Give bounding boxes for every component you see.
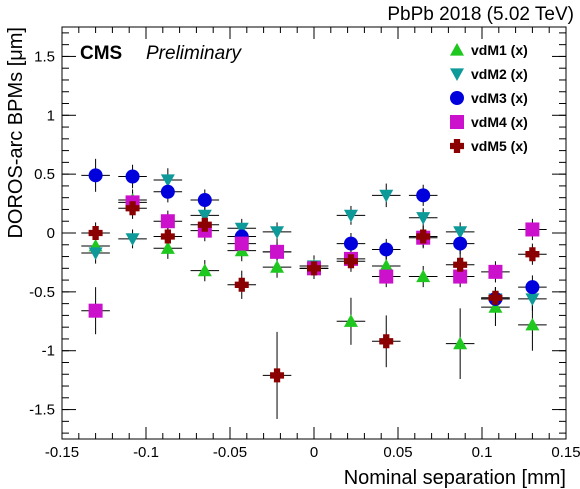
data-point: [525, 280, 540, 295]
data-point: [453, 336, 468, 350]
legend: vdM1 (x) vdM2 (x) vdM3 (x) vdM4 (x) vdM5 (x): [450, 42, 528, 154]
data-point: [234, 222, 249, 236]
data-point: [270, 368, 285, 383]
x-tick-label: 0.05: [383, 444, 412, 461]
data-point: [525, 247, 540, 262]
data-point: [234, 277, 249, 292]
data-point: [416, 229, 431, 244]
x-tick-label: -0.05: [213, 444, 247, 461]
data-point: [88, 168, 103, 183]
data-point: [488, 264, 503, 279]
x-axis: -0.15 -0.1 -0.05 0 0.05 0.1 0.15: [45, 27, 580, 461]
data-point: [160, 229, 175, 244]
collaboration-label: CMS: [80, 43, 122, 64]
y-tick-label: 1: [47, 107, 55, 124]
data-point: [343, 209, 358, 223]
x-tick-label: -0.15: [45, 444, 79, 461]
data-point: [343, 254, 358, 269]
data-point: [197, 193, 212, 208]
data-point: [379, 258, 394, 272]
legend-marker: [450, 68, 464, 81]
data-point: [125, 233, 140, 246]
data-point: [88, 303, 103, 318]
data-point: [453, 257, 468, 272]
x-tick-label: -0.1: [133, 444, 159, 461]
error-bars: [81, 158, 547, 419]
data-point: [525, 317, 540, 331]
data-point: [488, 290, 503, 305]
data-point: [379, 334, 394, 349]
data-point: [453, 269, 468, 284]
data-point: [343, 314, 358, 327]
data-point: [416, 212, 431, 225]
data-point: [453, 226, 468, 239]
data-point: [160, 214, 175, 229]
data-point: [379, 189, 394, 203]
y-tick-label: -0.5: [29, 284, 55, 301]
data-point: [379, 242, 394, 257]
y-tick-label: 0: [47, 225, 55, 242]
data-point: [197, 209, 212, 223]
legend-label: vdM3 (x): [471, 90, 528, 106]
data-point: [343, 236, 358, 251]
y-tick-label: 1.5: [34, 48, 55, 65]
data-point: [270, 260, 285, 273]
data-point: [88, 247, 103, 261]
data-point: [270, 244, 285, 259]
status-label: Preliminary: [146, 43, 243, 64]
dataset-label: PbPb 2018 (5.02 TeV): [387, 4, 574, 25]
data-point: [197, 263, 212, 277]
y-axis: -1.5 -1 -0.5 0 0.5 1 1.5: [29, 32, 566, 434]
x-tick-label: 0.1: [472, 444, 493, 461]
data-markers: [88, 168, 540, 383]
y-tick-label: -1.5: [29, 402, 55, 419]
data-point: [453, 236, 468, 251]
legend-marker: [450, 43, 464, 56]
y-axis-title: DOROS-arc BPMs [μm]: [5, 27, 27, 239]
x-tick-label: 0: [310, 444, 318, 461]
data-point: [416, 188, 431, 203]
legend-label: vdM5 (x): [471, 138, 528, 154]
legend-label: vdM2 (x): [471, 66, 528, 82]
data-point: [160, 174, 175, 188]
legend-label: vdM1 (x): [471, 42, 528, 58]
data-point: [270, 226, 285, 239]
data-point: [160, 184, 175, 199]
data-point: [234, 236, 249, 251]
x-tick-label: 0.15: [551, 444, 580, 461]
data-point: [160, 241, 175, 254]
data-point: [307, 261, 321, 276]
x-axis-title: Nominal separation [mm]: [344, 467, 566, 489]
legend-marker: [450, 91, 464, 105]
data-point: [88, 226, 103, 240]
data-point: [379, 269, 394, 284]
data-point: [125, 201, 140, 216]
legend-label: vdM4 (x): [471, 114, 528, 130]
data-point: [416, 269, 431, 283]
data-point: [197, 217, 212, 232]
legend-marker: [450, 115, 464, 129]
data-point: [525, 222, 540, 237]
data-point: [125, 169, 140, 184]
y-tick-label: 0.5: [34, 166, 55, 183]
legend-marker: [450, 139, 464, 153]
plot-frame: [61, 26, 567, 440]
data-point: [525, 293, 540, 306]
y-tick-label: -1: [42, 343, 55, 360]
data-point: [488, 300, 503, 313]
